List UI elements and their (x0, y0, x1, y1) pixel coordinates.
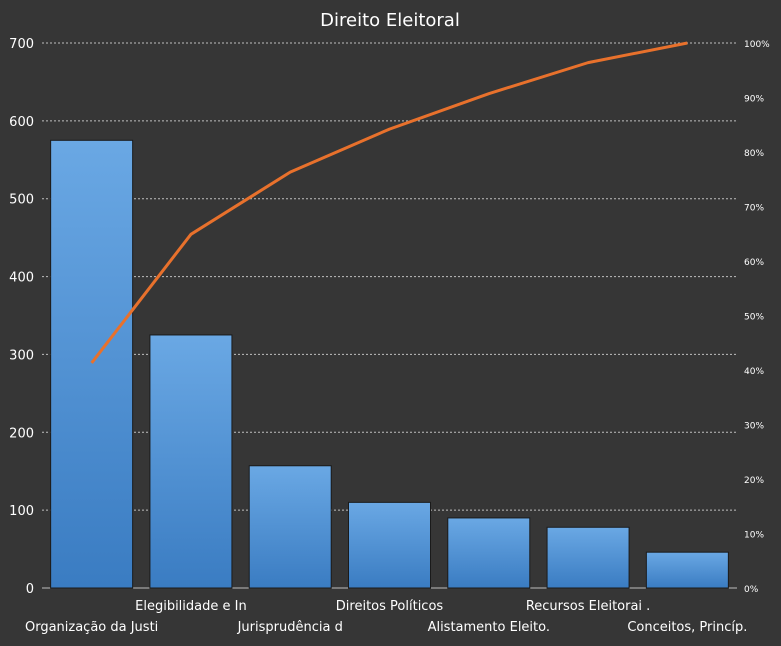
x-tick-label: Organização da Justi (25, 620, 158, 635)
bars (50, 139, 729, 589)
y-left-tick-label: 700 (9, 37, 34, 52)
y-left-tick-label: 300 (9, 348, 34, 363)
bar (546, 526, 630, 589)
bar (149, 334, 233, 589)
y-right-tick-label: 10% (744, 531, 764, 541)
y-left-tick-label: 400 (9, 271, 34, 286)
y-left-tick-label: 100 (9, 504, 34, 519)
x-tick-label: Recursos Eleitorai . (526, 599, 650, 614)
bar (348, 501, 431, 589)
y-left-tick-label: 500 (9, 193, 34, 208)
bar (50, 139, 134, 589)
x-tick-label: Direitos Políticos (336, 599, 444, 614)
bar (645, 551, 729, 589)
y-right-tick-label: 80% (744, 149, 764, 159)
y-right-tick-label: 70% (744, 204, 764, 214)
y-right-tick-label: 50% (744, 313, 764, 323)
y-left-tick-label: 0 (26, 582, 34, 597)
cumulative-line (90, 41, 688, 364)
y-right-tick-label: 100% (744, 40, 770, 50)
y-right-tick-label: 20% (744, 476, 764, 486)
y-right-tick-label: 90% (744, 95, 764, 105)
y-left-tick-label: 200 (9, 426, 34, 441)
x-tick-label: Jurisprudência d (237, 620, 343, 635)
chart-title: Direito Eleitoral (320, 10, 460, 31)
y-right-tick-label: 60% (744, 258, 764, 268)
y-axis-right: 0% 10% 20% 30% 40% 50% 60% 70% 80% 90% 100% (744, 40, 770, 595)
y-right-tick-label: 30% (744, 422, 764, 432)
y-right-tick-label: 40% (744, 367, 764, 377)
bar (447, 517, 531, 589)
bar (248, 465, 332, 589)
x-tick-label: Alistamento Eleito. (428, 620, 550, 635)
y-left-tick-label: 600 (9, 115, 34, 130)
x-axis-labels: Organização da Justi Elegibilidade e In Ju… (25, 599, 747, 635)
x-tick-label: Conceitos, Princíp. (627, 620, 747, 635)
cumulative-line-path (90, 41, 688, 364)
x-tick-label: Elegibilidade e In (135, 599, 247, 614)
y-right-tick-label: 0% (744, 585, 759, 595)
y-axis-left: 0 100 200 300 400 500 600 700 (9, 37, 34, 597)
